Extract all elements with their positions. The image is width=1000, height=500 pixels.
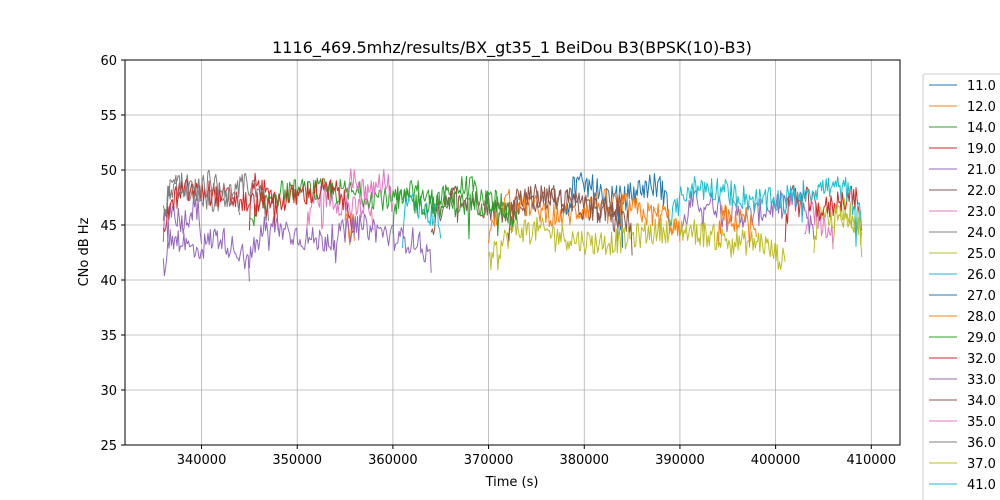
x-tick-label: 380000 [559,453,609,468]
y-axis-label: CNo dB Hz [77,217,92,286]
series-line-29.0 [249,177,518,240]
series-line-34.0 [507,183,633,256]
series-line-28.0 [717,204,757,248]
x-tick-label: 400000 [751,453,801,468]
legend-entry: 36.0 [967,436,996,451]
legend-entry: 11.0 [967,79,996,94]
series-line-21.0 [162,196,202,245]
series-line-32.0 [162,178,355,233]
legend-entry: 35.0 [967,415,996,430]
legend-entry: 37.0 [967,457,996,472]
legend-entry: 41.0 [967,478,996,493]
x-tick-label: 370000 [464,453,514,468]
legend-box [922,73,1000,500]
x-tick-label: 410000 [846,453,896,468]
legend-entry: 27.0 [967,289,996,304]
series-line-25.0 [813,197,863,254]
legend-entry: 24.0 [967,226,996,241]
y-tick-label: 50 [100,164,117,179]
plot-frame [124,59,901,446]
x-tick-label: 360000 [368,453,418,468]
plot-area: 340000 350000 360000 370000 380000 390000 4000… [100,54,901,468]
y-tick-label: 55 [100,109,117,124]
series-line-32.0 [784,184,863,243]
y-tick-label: 25 [100,439,117,454]
x-tick-label: 340000 [177,453,227,468]
legend-entry: 19.0 [967,142,996,157]
series-line-36.0 [162,169,241,216]
series-line-25.0 [488,216,786,271]
y-tick-label: 40 [100,274,117,289]
x-tick-label: 350000 [272,453,322,468]
series-line-12.0 [344,213,356,246]
legend-entry: 26.0 [967,268,996,283]
legend-entry: 34.0 [967,394,996,409]
legend-entry: 28.0 [967,310,996,325]
legend-entry: 21.0 [967,163,996,178]
series-line-33.0 [248,213,432,273]
chart-title: 1116_469.5mhz/results/BX_gt35_1 BeiDou B… [272,38,752,58]
legend-entry: 14.0 [967,121,996,136]
series-line-35.0 [344,168,394,221]
series-line-23.0 [306,185,375,231]
legend-entry: 29.0 [967,331,996,346]
y-tick-label: 30 [100,384,117,399]
y-tick-label: 35 [100,329,117,344]
y-tick-label: 60 [100,54,117,69]
x-axis-label: Time (s) [485,475,539,490]
legend-entry: 12.0 [967,100,996,115]
legend-entry: 33.0 [967,373,996,388]
series-line-27.0 [564,172,671,227]
series-line-33.0 [162,227,250,282]
legend: 11.0 12.0 14.0 19.0 21.0 22.0 23.0 24.0 25.0 26.0… [922,73,1000,500]
series-line-41.0 [669,176,863,247]
x-tick-label: 390000 [655,453,705,468]
legend-entry: 32.0 [967,352,996,367]
legend-entry: 22.0 [967,184,996,199]
legend-entry: 25.0 [967,247,996,262]
legend-entry: 23.0 [967,205,996,220]
y-tick-label: 45 [100,219,117,234]
